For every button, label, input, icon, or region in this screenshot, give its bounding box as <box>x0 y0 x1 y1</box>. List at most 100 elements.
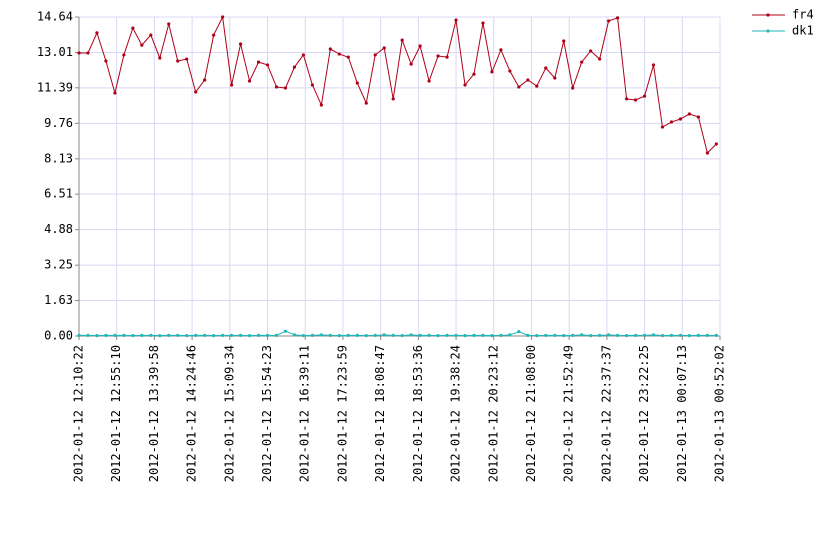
point <box>544 66 548 70</box>
point <box>553 76 557 80</box>
point <box>607 333 611 337</box>
point <box>194 333 198 337</box>
x-tick-label: 2012-01-12 14:24:46 <box>185 345 199 482</box>
point <box>517 85 521 89</box>
point <box>642 94 647 98</box>
point <box>149 33 153 37</box>
legend-marker <box>766 29 770 33</box>
y-tick-label: 13.01 <box>37 45 73 59</box>
point <box>185 57 189 61</box>
point <box>400 38 404 42</box>
point <box>696 115 700 119</box>
point <box>77 51 81 55</box>
point <box>481 333 485 337</box>
y-tick-label: 9.76 <box>44 116 73 130</box>
x-tick-label: 2012-01-12 12:55:10 <box>109 345 123 482</box>
point <box>616 333 620 337</box>
point <box>203 78 207 82</box>
point <box>301 53 306 57</box>
point <box>633 333 638 337</box>
legend-label: dk1 <box>792 24 814 38</box>
point <box>373 53 377 57</box>
legend-marker <box>766 13 770 17</box>
point <box>355 81 359 85</box>
point <box>669 333 674 337</box>
point <box>86 51 90 55</box>
point <box>86 333 90 337</box>
x-tick-label: 2012-01-12 22:37:37 <box>599 345 613 482</box>
point <box>104 59 108 63</box>
y-tick-label: 0.00 <box>44 329 73 343</box>
x-tick-label: 2012-01-12 18:08:47 <box>373 345 387 482</box>
point <box>113 91 117 95</box>
point <box>526 333 530 337</box>
point <box>607 19 611 23</box>
point <box>364 333 368 338</box>
point <box>382 333 386 337</box>
point <box>113 333 117 337</box>
series-line <box>79 330 717 337</box>
point <box>373 333 377 337</box>
point <box>221 15 225 19</box>
point <box>490 70 494 74</box>
point <box>221 333 225 337</box>
point <box>364 101 368 105</box>
point <box>409 62 413 66</box>
point <box>310 333 314 337</box>
x-tick-label: 2012-01-13 00:07:13 <box>675 345 689 482</box>
y-tick-label: 6.51 <box>44 187 73 201</box>
point <box>230 333 234 337</box>
point <box>292 65 297 69</box>
point <box>714 333 718 337</box>
x-tick-label: 2012-01-12 13:39:58 <box>147 345 161 482</box>
point <box>651 63 656 67</box>
x-tick-label: 2012-01-12 18:53:36 <box>411 345 425 482</box>
point <box>481 21 485 25</box>
point <box>445 55 449 59</box>
x-tick-label: 2012-01-13 00:52:02 <box>713 345 727 482</box>
point <box>355 333 359 337</box>
point <box>95 31 99 35</box>
point <box>472 72 476 76</box>
point <box>499 48 503 52</box>
point <box>158 333 162 338</box>
point <box>714 142 718 146</box>
point <box>238 42 243 46</box>
point <box>445 333 449 337</box>
x-tick-label: 2012-01-12 23:22:25 <box>637 345 651 482</box>
point <box>705 151 709 155</box>
point <box>463 333 467 338</box>
point <box>427 333 431 337</box>
x-tick-label: 2012-01-12 19:38:24 <box>449 345 463 482</box>
point <box>292 333 297 337</box>
point <box>391 333 395 337</box>
point <box>167 333 171 337</box>
y-tick-label: 14.64 <box>37 10 73 24</box>
point <box>598 333 602 337</box>
point <box>265 63 270 67</box>
point <box>212 33 216 37</box>
point <box>463 83 467 87</box>
point <box>391 97 395 101</box>
y-tick-label: 4.88 <box>44 222 73 236</box>
point <box>589 49 593 53</box>
point <box>131 333 135 338</box>
point <box>660 333 665 338</box>
point <box>149 333 153 337</box>
point <box>256 60 261 64</box>
point <box>238 333 243 337</box>
point <box>185 333 189 338</box>
x-tick-label: 2012-01-12 21:52:49 <box>562 345 576 482</box>
point <box>589 333 593 338</box>
x-tick-label: 2012-01-12 20:23:12 <box>486 345 500 482</box>
y-tick-label: 8.13 <box>44 151 73 165</box>
point <box>346 55 350 59</box>
point <box>526 78 530 82</box>
point <box>319 333 323 337</box>
point <box>230 83 234 87</box>
point <box>490 333 494 338</box>
point <box>140 333 144 337</box>
point <box>400 333 404 338</box>
point <box>310 83 314 87</box>
